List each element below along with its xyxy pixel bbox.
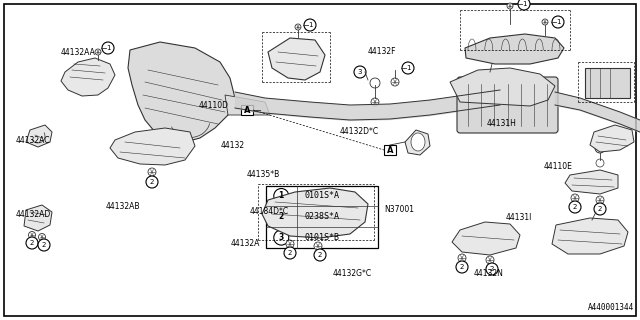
Polygon shape — [128, 42, 235, 142]
Text: 44132N: 44132N — [474, 269, 504, 278]
Text: 3: 3 — [358, 69, 362, 75]
Text: 44184D*C: 44184D*C — [250, 207, 289, 216]
Text: 44132AB: 44132AB — [106, 202, 140, 211]
Polygon shape — [24, 205, 52, 231]
Circle shape — [274, 188, 289, 204]
Circle shape — [148, 168, 156, 176]
Text: 44132F: 44132F — [368, 47, 397, 56]
Circle shape — [596, 159, 604, 167]
Bar — [585, 68, 630, 98]
Circle shape — [286, 240, 294, 248]
Circle shape — [284, 247, 296, 259]
Circle shape — [295, 24, 301, 30]
Ellipse shape — [411, 133, 425, 151]
Text: 0101S*B: 0101S*B — [305, 233, 340, 242]
Circle shape — [402, 62, 414, 74]
Polygon shape — [405, 130, 430, 155]
Text: 1: 1 — [278, 191, 284, 201]
Polygon shape — [450, 68, 555, 106]
Text: 2: 2 — [598, 206, 602, 212]
Text: 1: 1 — [556, 19, 560, 25]
Bar — [241, 105, 253, 115]
Text: 1: 1 — [522, 1, 526, 7]
Polygon shape — [110, 128, 195, 165]
Text: 2: 2 — [278, 212, 284, 221]
Circle shape — [552, 16, 564, 28]
Circle shape — [542, 19, 548, 25]
Circle shape — [596, 196, 604, 204]
Polygon shape — [565, 170, 618, 194]
Polygon shape — [452, 222, 520, 255]
Text: 44131H: 44131H — [486, 119, 516, 128]
Text: A: A — [244, 106, 250, 115]
Circle shape — [571, 194, 579, 202]
Polygon shape — [26, 125, 52, 147]
Circle shape — [371, 98, 379, 106]
Circle shape — [486, 256, 494, 264]
Text: 2: 2 — [460, 264, 464, 270]
Polygon shape — [268, 38, 325, 80]
Text: 0238S*A: 0238S*A — [305, 212, 340, 221]
Text: 2: 2 — [490, 266, 494, 272]
Circle shape — [486, 263, 498, 275]
Polygon shape — [225, 95, 270, 115]
Circle shape — [26, 237, 38, 249]
Circle shape — [274, 209, 289, 224]
Text: 1: 1 — [308, 22, 312, 28]
Circle shape — [29, 231, 35, 238]
Circle shape — [370, 78, 380, 88]
Polygon shape — [61, 58, 115, 96]
Circle shape — [102, 42, 114, 54]
Polygon shape — [465, 34, 564, 64]
Circle shape — [146, 176, 158, 188]
Text: 44135*B: 44135*B — [246, 170, 280, 179]
Bar — [384, 145, 396, 155]
Text: N37001: N37001 — [384, 205, 414, 214]
Circle shape — [314, 242, 322, 250]
Circle shape — [569, 201, 581, 213]
Text: 2: 2 — [318, 252, 322, 258]
Text: 3: 3 — [278, 233, 284, 242]
Text: 44132A: 44132A — [230, 239, 260, 248]
FancyBboxPatch shape — [457, 77, 558, 133]
Text: 2: 2 — [30, 240, 34, 246]
Text: 2: 2 — [288, 250, 292, 256]
Text: 0101S*A: 0101S*A — [305, 191, 340, 201]
Polygon shape — [552, 218, 628, 254]
Text: 1: 1 — [406, 65, 410, 71]
Circle shape — [314, 249, 326, 261]
Circle shape — [274, 230, 289, 245]
Circle shape — [458, 254, 466, 262]
Bar — [266, 186, 378, 248]
Circle shape — [518, 0, 530, 10]
Circle shape — [391, 78, 399, 86]
Circle shape — [595, 143, 605, 153]
Text: A440001344: A440001344 — [588, 303, 634, 312]
Polygon shape — [590, 125, 634, 152]
Text: 44131I: 44131I — [506, 213, 532, 222]
Text: 2: 2 — [150, 179, 154, 185]
Circle shape — [507, 3, 513, 9]
Text: 44132AD: 44132AD — [16, 210, 51, 219]
Circle shape — [354, 66, 366, 78]
Text: 44132: 44132 — [221, 141, 245, 150]
Text: 44132G*C: 44132G*C — [333, 269, 372, 278]
Text: 44132AA: 44132AA — [61, 48, 95, 57]
Circle shape — [456, 261, 468, 273]
Circle shape — [594, 203, 606, 215]
Text: 44110D: 44110D — [198, 101, 228, 110]
Text: A: A — [387, 146, 393, 155]
Text: 2: 2 — [42, 242, 46, 248]
Circle shape — [38, 239, 50, 251]
Circle shape — [95, 49, 101, 55]
Text: 44132D*C: 44132D*C — [339, 127, 378, 136]
Text: 44110E: 44110E — [544, 162, 573, 171]
Text: 2: 2 — [573, 204, 577, 210]
Circle shape — [304, 19, 316, 31]
Circle shape — [38, 234, 45, 241]
Polygon shape — [262, 188, 368, 238]
Text: 44132AC: 44132AC — [16, 136, 51, 145]
Text: 1: 1 — [106, 45, 110, 51]
